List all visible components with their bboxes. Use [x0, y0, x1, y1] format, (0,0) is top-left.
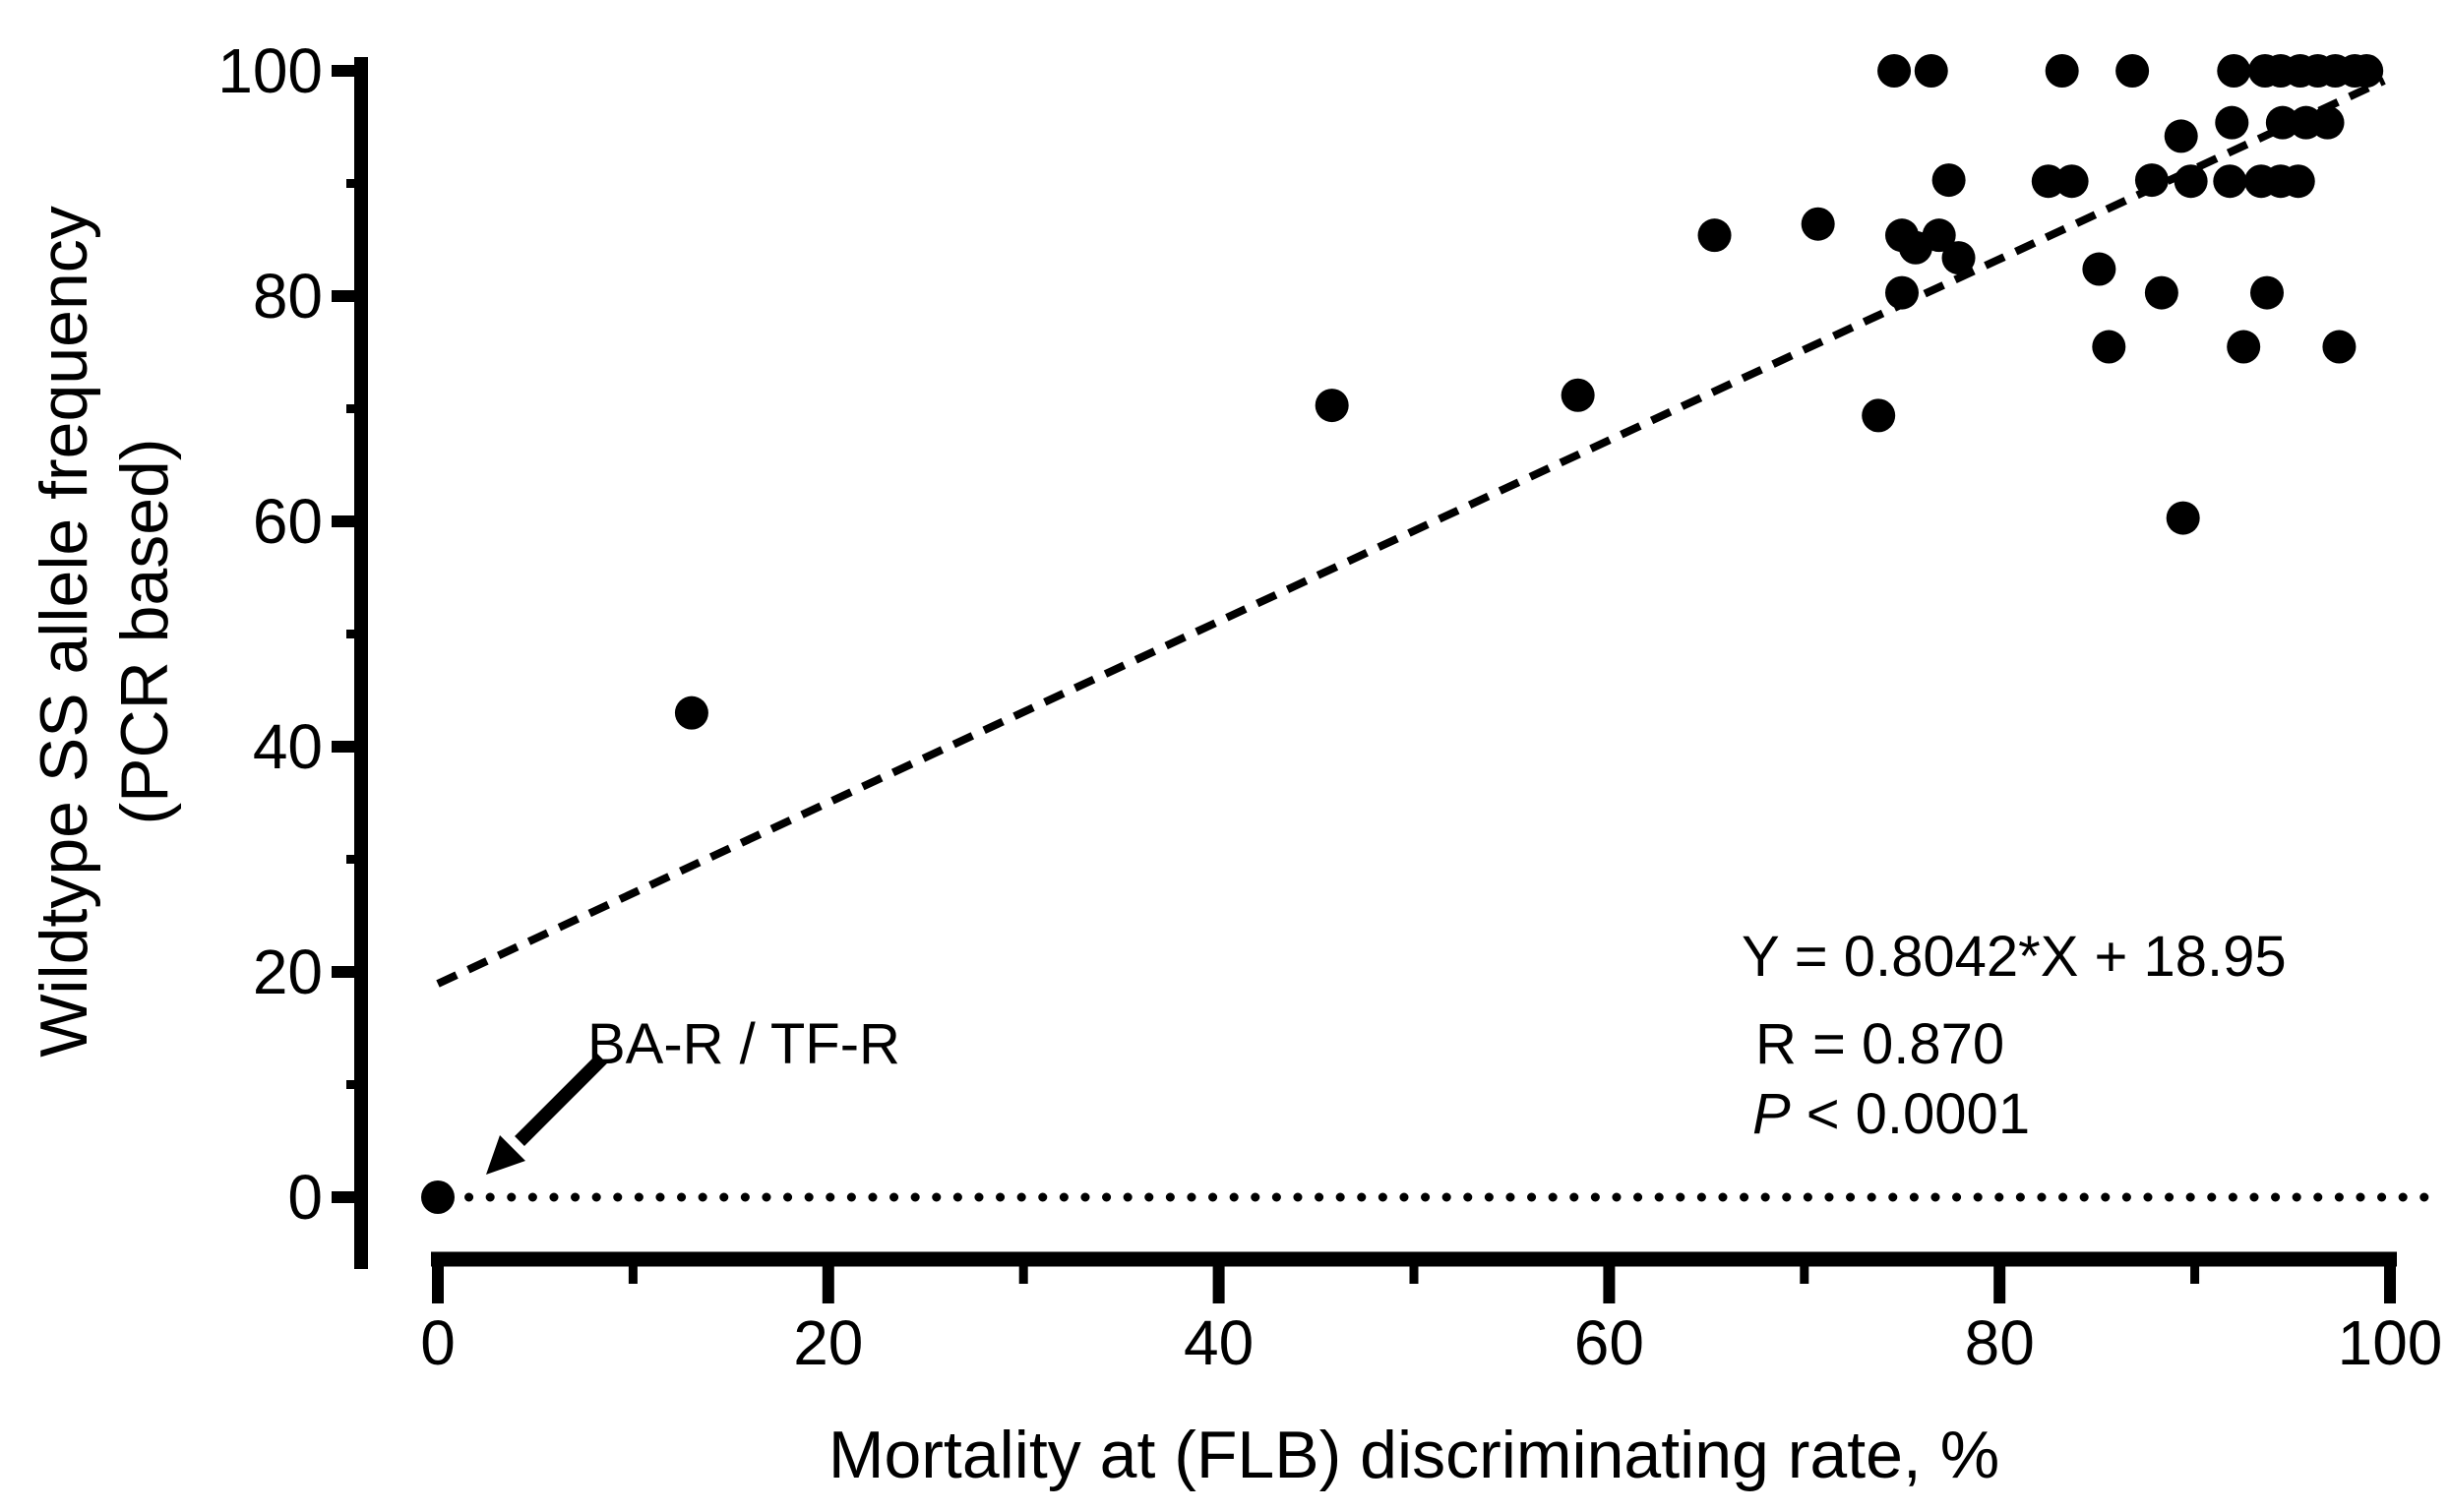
data-point [1697, 218, 1732, 253]
point-callout-label: BA-R / TF-R [587, 1012, 900, 1076]
y-axis-ticks [332, 65, 361, 1203]
y-tick-label: 40 [253, 711, 323, 782]
p-value-label: P < 0.0001 [1752, 1082, 2030, 1146]
data-point [2164, 119, 2198, 153]
x-axis-tick-labels: 0 20 40 60 80 100 [420, 1307, 2442, 1378]
x-tick-label: 40 [1184, 1307, 1254, 1378]
data-point [2166, 501, 2200, 535]
reference-lines [436, 77, 2446, 1202]
x-tick-label: 0 [420, 1307, 456, 1378]
data-point [2250, 275, 2285, 310]
data-point [1941, 241, 1976, 275]
data-points [421, 54, 2384, 1214]
data-point [2092, 330, 2126, 364]
data-point [2227, 330, 2261, 364]
x-tick-label: 80 [1965, 1307, 2035, 1378]
p-value-text: < 0.0001 [1807, 1082, 2030, 1146]
p-value-symbol: P [1752, 1082, 1791, 1146]
data-point [2215, 105, 2249, 140]
data-point [1931, 163, 1966, 198]
y-tick-label: 0 [287, 1162, 323, 1233]
y-axis-title-line2: (PCR based) [107, 438, 182, 824]
data-point [1885, 275, 1919, 310]
callout-arrow-icon [486, 1054, 607, 1175]
data-point [2174, 164, 2208, 199]
y-tick-label: 80 [253, 261, 323, 332]
y-tick-label: 100 [217, 35, 323, 106]
y-tick-label: 20 [253, 937, 323, 1007]
data-point [1561, 378, 1595, 412]
data-point [2281, 164, 2315, 199]
y-tick-label: 60 [253, 486, 323, 557]
x-axis-title: Mortality at (FLB) discriminating rate, … [828, 1418, 1999, 1492]
correlation-r-label: R = 0.870 [1755, 1012, 2004, 1076]
x-tick-label: 60 [1574, 1307, 1644, 1378]
data-point [2265, 105, 2299, 140]
data-point [2213, 164, 2247, 199]
x-tick-label: 20 [793, 1307, 863, 1378]
callout-arrow-head [486, 1135, 525, 1175]
data-point [2115, 54, 2150, 88]
regression-dashed-line [436, 77, 2386, 988]
data-point [2350, 54, 2384, 88]
data-point [1914, 54, 1948, 88]
data-point [1801, 207, 1835, 241]
callout-arrow-shaft [515, 1054, 607, 1146]
data-point [674, 696, 708, 730]
data-point [2322, 330, 2357, 364]
data-point [1315, 389, 1349, 423]
y-axis-title-line1: Wildtype SS allele frequency [27, 206, 101, 1058]
data-point [2134, 163, 2169, 198]
data-point [2082, 252, 2116, 286]
data-point [2031, 164, 2065, 199]
regression-equation-label: Y = 0.8042*X + 18.95 [1742, 925, 2287, 989]
x-axis-ticks [432, 1259, 2396, 1303]
y-axis-tick-labels: 0 20 40 60 80 100 [217, 35, 323, 1233]
data-point [2217, 54, 2251, 88]
data-point [1922, 218, 1956, 253]
data-point [2144, 275, 2178, 310]
data-point [1862, 398, 1896, 433]
data-point [2045, 54, 2079, 88]
data-point [421, 1180, 455, 1214]
data-point [1877, 54, 1912, 88]
x-tick-label: 100 [2338, 1307, 2443, 1378]
data-point [2310, 105, 2345, 140]
data-point [2054, 164, 2089, 199]
